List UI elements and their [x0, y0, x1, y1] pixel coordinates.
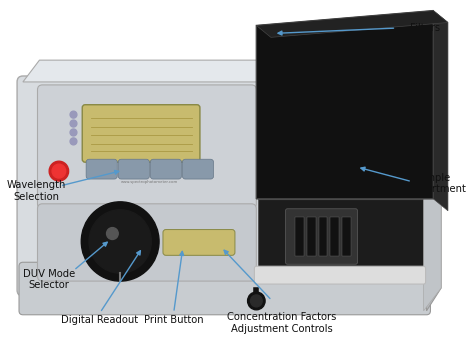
FancyBboxPatch shape	[37, 204, 256, 281]
Polygon shape	[23, 60, 441, 82]
FancyBboxPatch shape	[255, 266, 426, 284]
Circle shape	[107, 227, 118, 240]
Circle shape	[70, 120, 77, 127]
FancyBboxPatch shape	[17, 76, 432, 296]
FancyBboxPatch shape	[82, 105, 200, 162]
FancyBboxPatch shape	[295, 217, 304, 256]
Text: Print Button: Print Button	[144, 314, 203, 325]
Polygon shape	[433, 10, 448, 211]
Polygon shape	[256, 10, 448, 37]
FancyBboxPatch shape	[285, 209, 357, 264]
Circle shape	[247, 292, 265, 310]
Polygon shape	[256, 10, 433, 199]
Text: www.spectrophotometer.com: www.spectrophotometer.com	[121, 180, 178, 184]
FancyBboxPatch shape	[118, 159, 149, 179]
Circle shape	[70, 138, 77, 145]
Circle shape	[52, 164, 66, 178]
FancyBboxPatch shape	[256, 82, 427, 276]
Text: Wavelength
Selection: Wavelength Selection	[7, 180, 66, 202]
Polygon shape	[427, 60, 441, 311]
Circle shape	[250, 295, 262, 307]
Polygon shape	[424, 60, 441, 311]
FancyBboxPatch shape	[258, 199, 424, 268]
Circle shape	[49, 161, 69, 181]
FancyBboxPatch shape	[150, 159, 182, 179]
Circle shape	[70, 129, 77, 136]
Text: DUV Mode
Selector: DUV Mode Selector	[23, 269, 75, 290]
Circle shape	[70, 111, 77, 118]
FancyBboxPatch shape	[163, 229, 235, 255]
Text: Filters: Filters	[410, 23, 440, 33]
Text: Digital Readout: Digital Readout	[61, 314, 138, 325]
FancyBboxPatch shape	[37, 85, 256, 209]
Text: Sample
Compartment: Sample Compartment	[397, 173, 466, 194]
FancyBboxPatch shape	[342, 217, 351, 256]
Text: Concentration Factors
Adjustment Controls: Concentration Factors Adjustment Control…	[228, 312, 337, 334]
FancyBboxPatch shape	[319, 217, 328, 256]
Circle shape	[81, 202, 159, 281]
FancyBboxPatch shape	[330, 217, 339, 256]
FancyBboxPatch shape	[19, 262, 430, 315]
FancyBboxPatch shape	[86, 159, 117, 179]
Circle shape	[89, 210, 151, 273]
FancyBboxPatch shape	[182, 159, 214, 179]
FancyBboxPatch shape	[307, 217, 316, 256]
